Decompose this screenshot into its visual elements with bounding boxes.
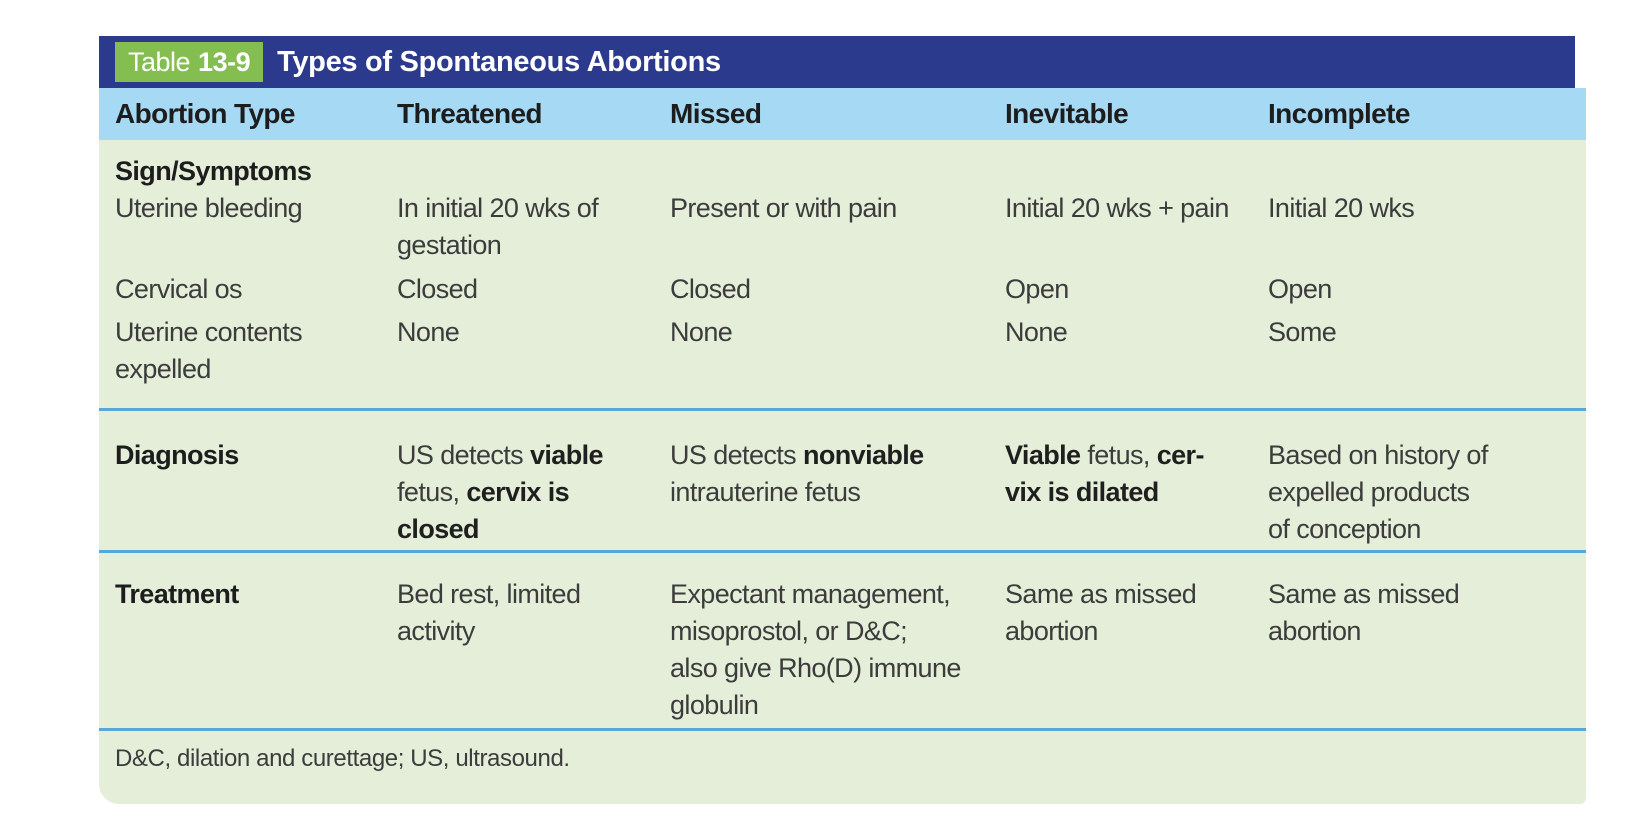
cell-missed: None xyxy=(670,317,733,347)
cell-missed: Present or with pain xyxy=(670,193,897,223)
table-footnote: D&C, dilation and curettage; US, ultraso… xyxy=(115,745,570,772)
cell-missed: US detects nonviable intrauterine fetus xyxy=(670,440,924,507)
column-header-row: Abortion Type Threatened Missed Inevitab… xyxy=(99,88,1586,140)
cell-missed: Expectant management, misoprostol, or D&C… xyxy=(670,579,961,720)
table-row-diagnosis: Diagnosis US detects viable fetus, cervix… xyxy=(99,411,1586,548)
cell-inevitable: Viable fetus, cer-vix is dilated xyxy=(1005,440,1204,507)
table-badge-number: 13-9 xyxy=(198,46,251,77)
cell-incomplete: Initial 20 wks xyxy=(1268,193,1415,223)
cell-threatened: US detects viable fetus, cervix is closed xyxy=(397,440,604,544)
section-heading-row: Sign/Symptoms xyxy=(99,152,1586,190)
cell-incomplete: Based on history of expelled products of c… xyxy=(1268,440,1488,544)
cell-incomplete: Same as missed abortion xyxy=(1268,579,1460,646)
cell-threatened: In initial 20 wks of gestation xyxy=(397,193,599,260)
table-row-treatment: Treatment Bed rest, limited activity Expe… xyxy=(99,553,1586,724)
table-badge-word: Table xyxy=(128,46,191,77)
cell-incomplete: Open xyxy=(1268,274,1332,304)
cell-threatened: None xyxy=(397,317,460,347)
table-row-uterine-bleeding: Uterine bleeding In initial 20 wks of ges… xyxy=(99,190,1586,264)
cell-incomplete: Some xyxy=(1268,317,1337,347)
cell-threatened: Bed rest, limited activity xyxy=(397,579,581,646)
row-label: Uterine bleeding xyxy=(115,193,303,223)
section-divider xyxy=(99,550,1586,553)
cell-inevitable: Open xyxy=(1005,274,1069,304)
cell-inevitable: Initial 20 wks + pain xyxy=(1005,193,1229,223)
column-header-incomplete: Incomplete xyxy=(1268,98,1410,129)
table-title: Types of Spontaneous Abortions xyxy=(277,45,721,78)
table-row-cervical-os: Cervical os Closed Closed Open Open xyxy=(99,271,1586,308)
column-header-abortion-type: Abortion Type xyxy=(115,98,295,129)
row-label: Treatment xyxy=(115,579,239,609)
table-card: Table 13-9 Types of Spontaneous Abortion… xyxy=(99,36,1586,804)
table-number-badge: Table 13-9 xyxy=(115,42,264,82)
table-body: Sign/Symptoms Uterine bleeding In initia… xyxy=(99,140,1586,804)
column-header-inevitable: Inevitable xyxy=(1005,98,1129,129)
column-header-missed: Missed xyxy=(670,98,762,129)
section-divider xyxy=(99,408,1586,411)
row-label: Cervical os xyxy=(115,274,243,304)
row-label: Diagnosis xyxy=(115,440,239,470)
table-row-uterine-contents: Uterine contents expelled None None None … xyxy=(99,314,1586,388)
cell-threatened: Closed xyxy=(397,274,478,304)
column-header-threatened: Threatened xyxy=(397,98,543,129)
cell-inevitable: None xyxy=(1005,317,1068,347)
cell-inevitable: Same as missed abortion xyxy=(1005,579,1197,646)
cell-missed: Closed xyxy=(670,274,751,304)
section-divider xyxy=(99,728,1586,731)
row-label: Uterine contents expelled xyxy=(115,317,303,384)
section-heading-sign-symptoms: Sign/Symptoms xyxy=(115,156,312,186)
table-title-bar: Table 13-9 Types of Spontaneous Abortion… xyxy=(99,36,1575,88)
